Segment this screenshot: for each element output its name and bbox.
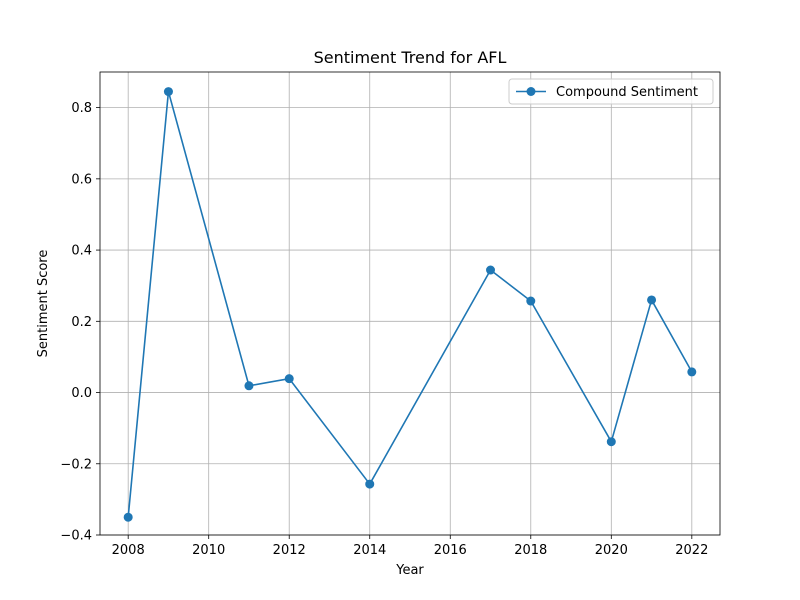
data-point xyxy=(123,512,133,522)
legend-label: Compound Sentiment xyxy=(556,85,698,100)
data-point xyxy=(486,265,496,275)
y-axis-label: Sentiment Score xyxy=(36,250,51,358)
x-tick-label: 2012 xyxy=(273,543,306,558)
axis-ticks: 2008 2010 2012 2014 2016 2018 2020 2022 −0.4 −0.2… xyxy=(60,101,708,558)
data-point xyxy=(687,367,697,377)
data-series xyxy=(123,87,697,522)
x-tick-label: 2020 xyxy=(595,543,628,558)
data-point xyxy=(526,296,536,306)
data-point xyxy=(647,295,657,305)
series-line xyxy=(127,90,693,518)
data-point xyxy=(284,374,294,384)
data-point xyxy=(365,479,375,489)
x-tick-label: 2016 xyxy=(434,543,467,558)
axes-frame xyxy=(99,71,721,536)
y-tick-label: −0.4 xyxy=(60,529,92,544)
y-tick-label: 0.4 xyxy=(71,244,92,259)
x-tick-label: 2022 xyxy=(675,543,708,558)
x-tick-label: 2014 xyxy=(353,543,386,558)
legend: Compound Sentiment xyxy=(508,78,714,105)
y-tick-label: 0.6 xyxy=(71,172,92,187)
y-tick-label: 0.2 xyxy=(71,315,92,330)
x-tick-label: 2018 xyxy=(514,543,547,558)
y-tick-label: −0.2 xyxy=(60,457,92,472)
chart-title: Sentiment Trend for AFL xyxy=(314,48,507,67)
y-tick-label: 0.8 xyxy=(71,101,92,116)
x-tick-label: 2008 xyxy=(112,543,145,558)
data-point xyxy=(244,381,254,391)
x-tick-label: 2010 xyxy=(192,543,225,558)
data-point xyxy=(163,87,173,97)
x-axis-label: Year xyxy=(395,563,424,578)
legend-marker-swatch xyxy=(526,87,536,96)
legend-box xyxy=(508,78,714,105)
data-point xyxy=(606,437,616,447)
y-tick-label: 0.0 xyxy=(71,386,92,401)
